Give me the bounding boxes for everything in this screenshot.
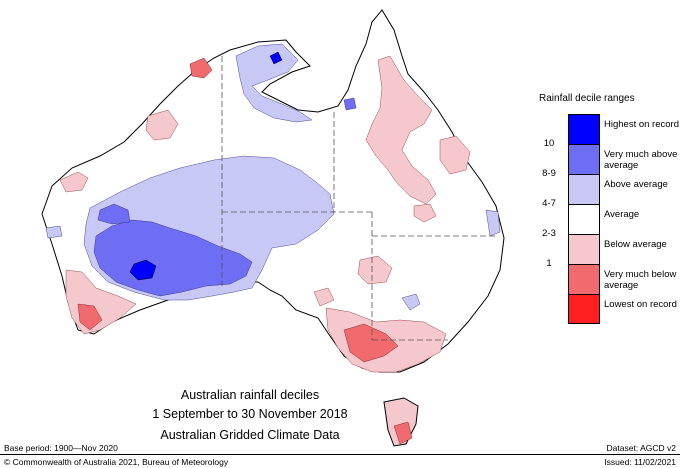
legend-tick: 2-3	[542, 228, 556, 239]
state-borders	[221, 56, 496, 341]
above-average-wa-small	[45, 225, 63, 239]
legend-label: Highest on record	[604, 119, 679, 130]
legend-tick: 1	[546, 258, 552, 269]
tasmania-very-much-below	[393, 421, 413, 445]
below-average-sa-small	[313, 287, 335, 307]
above-average-nsw	[401, 293, 421, 311]
above-average-east	[485, 209, 501, 237]
dataset-label: Dataset: AGCD v2	[606, 443, 676, 453]
legend-label: Above average	[604, 179, 668, 190]
below-average-queensland-2	[439, 135, 471, 175]
base-period: Base period: 1900—Nov 2020	[4, 443, 118, 453]
caption-line-2: 1 September to 30 November 2018	[152, 407, 348, 421]
legend-swatch	[568, 144, 600, 174]
caption-line-1: Australian rainfall deciles	[180, 388, 320, 402]
legend-title: Rainfall decile ranges	[539, 93, 635, 104]
legend-label: Average	[604, 209, 640, 220]
legend-swatch	[568, 264, 600, 294]
legend-swatch	[568, 114, 600, 144]
below-average-kimberley	[189, 57, 213, 79]
very-much-above-region-2	[97, 203, 131, 225]
legend-label: Below average	[604, 239, 667, 250]
legend-label: Very much above average	[604, 149, 678, 171]
legend-swatch	[568, 204, 600, 234]
very-much-below-south-west	[77, 303, 103, 331]
legend-swatch	[568, 234, 600, 264]
caption-line-3: Australian Gridded Climate Data	[160, 428, 340, 442]
legend-label: Lowest on record	[604, 299, 677, 310]
legend-label: Very much below average	[604, 269, 677, 291]
footer-divider	[0, 454, 680, 455]
copyright: © Commonwealth of Australia 2021, Bureau…	[4, 457, 229, 467]
legend-swatch	[568, 294, 600, 324]
below-average-nsw-inland	[357, 255, 393, 285]
highest-on-record-region	[129, 259, 157, 281]
above-average-region-north	[235, 43, 313, 123]
very-much-above-north	[343, 97, 357, 111]
legend-tick: 10	[543, 138, 555, 149]
below-average-nt	[145, 109, 179, 141]
below-average-wa-north	[59, 171, 89, 193]
very-much-below-victoria	[343, 323, 399, 363]
legend-tick: 4-7	[542, 198, 556, 209]
legend-swatch	[568, 174, 600, 204]
issued-date: Issued: 11/02/2021	[604, 457, 676, 467]
below-average-se-qld	[413, 203, 437, 223]
highest-record-north	[269, 51, 283, 65]
below-average-queensland	[365, 55, 437, 205]
very-much-above-region	[93, 219, 253, 297]
legend-tick: 8-9	[542, 168, 556, 179]
